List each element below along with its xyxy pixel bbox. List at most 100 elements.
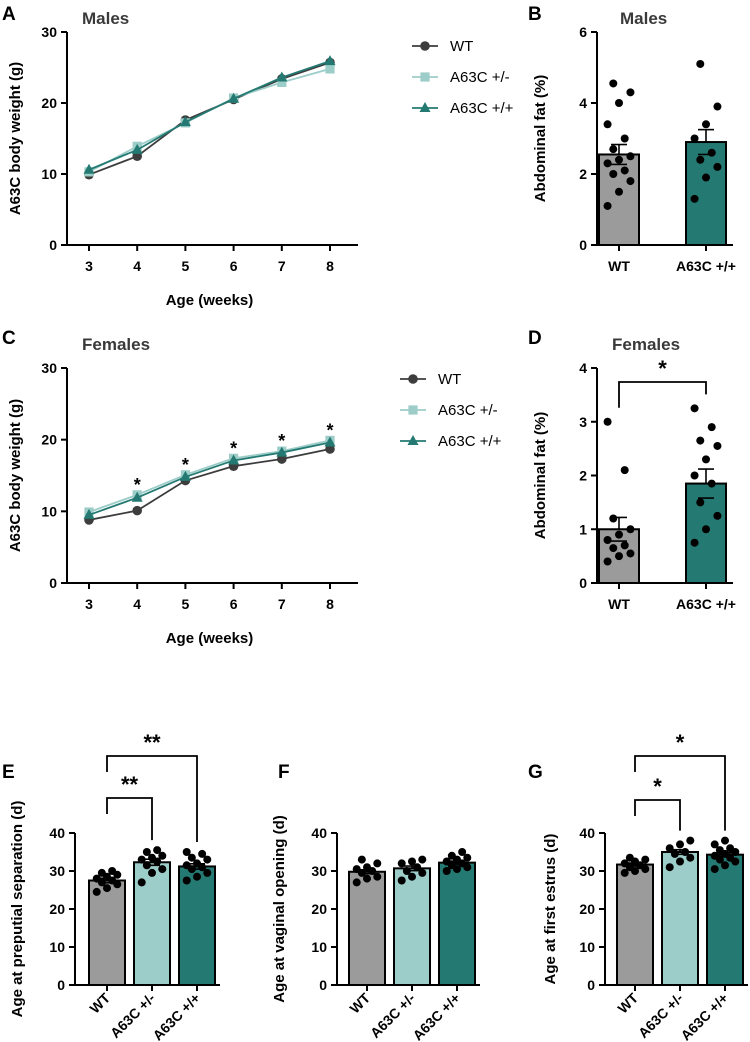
individual-point-d (690, 404, 699, 413)
individual-point-b (690, 194, 699, 203)
individual-point-f (363, 874, 371, 883)
legend-marker-a (420, 72, 430, 82)
data-point-c-0 (277, 454, 287, 464)
y-axis-title-b: Abdominal fat (%) (532, 75, 549, 203)
data-point-c-2 (179, 470, 191, 481)
x-tick-label-a: 7 (278, 258, 286, 274)
y-tick-label-f: 10 (311, 939, 327, 955)
y-axis-title-c: A63C body weight (g) (7, 399, 24, 552)
individual-point-e (137, 878, 146, 887)
individual-point-e (203, 868, 212, 877)
individual-point-g (641, 855, 650, 864)
individual-point-b (620, 166, 629, 175)
individual-point-b (713, 102, 722, 111)
x-tick-label-b: A63C +/+ (676, 258, 736, 274)
individual-point-g (676, 857, 684, 866)
individual-point-b (702, 120, 710, 129)
individual-point-b (603, 201, 612, 210)
panel-letter-e: E (2, 762, 15, 783)
individual-point-e (148, 853, 156, 862)
significance-bracket-g (634, 755, 726, 831)
x-tick-label-b: WT (608, 258, 630, 274)
y-tick-label-d: 3 (579, 414, 587, 430)
x-tick-label-c: 5 (182, 596, 190, 612)
panel-title-d: Females (612, 335, 680, 354)
data-point-a-1 (277, 77, 287, 88)
individual-point-g (710, 840, 719, 849)
data-point-a-2 (83, 163, 95, 174)
individual-point-d (707, 479, 716, 488)
series-line-c-2 (88, 441, 331, 516)
panel-letter-g: G (528, 762, 543, 783)
legend-marker-a (419, 102, 431, 112)
legend-label-c: WT (438, 371, 461, 388)
y-tick-label-g: 10 (579, 939, 595, 955)
individual-point-d (615, 530, 623, 539)
individual-point-b (626, 88, 635, 97)
individual-point-g (710, 865, 719, 874)
individual-point-f (352, 865, 361, 874)
y-tick-label-a: 10 (41, 166, 57, 182)
individual-point-d (696, 436, 705, 445)
series-line-a-1 (88, 68, 331, 173)
individual-point-f (357, 855, 366, 864)
individual-point-f (463, 853, 472, 862)
y-tick-label-a: 0 (49, 237, 57, 253)
individual-point-e (158, 865, 167, 874)
x-tick-label-a: 4 (133, 258, 141, 274)
legend-marker-c (407, 435, 419, 445)
series-line-c-1 (88, 439, 331, 513)
significance-star-c: * (326, 420, 333, 440)
significance-bracket-d (618, 381, 707, 408)
y-tick-label-f: 40 (311, 825, 327, 841)
individual-point-g (686, 836, 695, 845)
individual-point-d (603, 536, 612, 544)
significance-bracket-g (634, 799, 681, 831)
y-tick-label-c: 0 (49, 575, 57, 591)
significance-bracket-e (106, 797, 153, 841)
legend-marker-c (408, 405, 418, 415)
individual-point-f (413, 863, 422, 872)
individual-point-e (182, 876, 191, 885)
individual-point-f (418, 868, 427, 877)
y-tick-label-g: 40 (579, 825, 595, 841)
individual-point-f (397, 876, 406, 885)
bar-b-0 (598, 153, 640, 247)
individual-point-g (620, 868, 629, 877)
individual-point-d (603, 557, 612, 566)
individual-point-d (626, 525, 635, 534)
data-point-c-2 (83, 508, 95, 519)
data-point-c-2 (131, 491, 143, 502)
y-tick-label-e: 40 (49, 825, 65, 841)
individual-point-b (615, 99, 623, 107)
data-point-a-2 (179, 116, 191, 127)
individual-point-e (137, 855, 146, 864)
individual-point-f (442, 857, 451, 866)
individual-point-e (198, 849, 207, 858)
individual-point-b (626, 152, 635, 161)
individual-point-g (620, 859, 629, 868)
individual-point-g (686, 853, 695, 862)
individual-point-b (615, 155, 623, 164)
bar-f-0 (348, 870, 386, 987)
data-point-c-0 (325, 444, 335, 454)
data-point-a-1 (325, 64, 335, 74)
y-tick-label-e: 30 (49, 863, 65, 879)
x-tick-label-c: 8 (326, 596, 334, 612)
y-tick-label-d: 0 (579, 575, 587, 591)
significance-label-e: ** (143, 730, 161, 755)
individual-point-b (696, 155, 705, 164)
significance-star-c: * (182, 455, 189, 475)
individual-point-b (603, 120, 612, 129)
x-tick-label-f: WT (346, 989, 373, 1016)
individual-point-e (103, 884, 111, 893)
individual-point-b (696, 59, 705, 68)
individual-point-g (710, 851, 719, 860)
y-tick-label-g: 20 (579, 901, 595, 917)
individual-point-e (97, 868, 106, 877)
panel-title-a: Males (82, 9, 129, 28)
y-tick-label-d: 2 (579, 468, 587, 484)
y-tick-label-f: 20 (311, 901, 327, 917)
x-tick-label-e: WT (86, 989, 113, 1016)
